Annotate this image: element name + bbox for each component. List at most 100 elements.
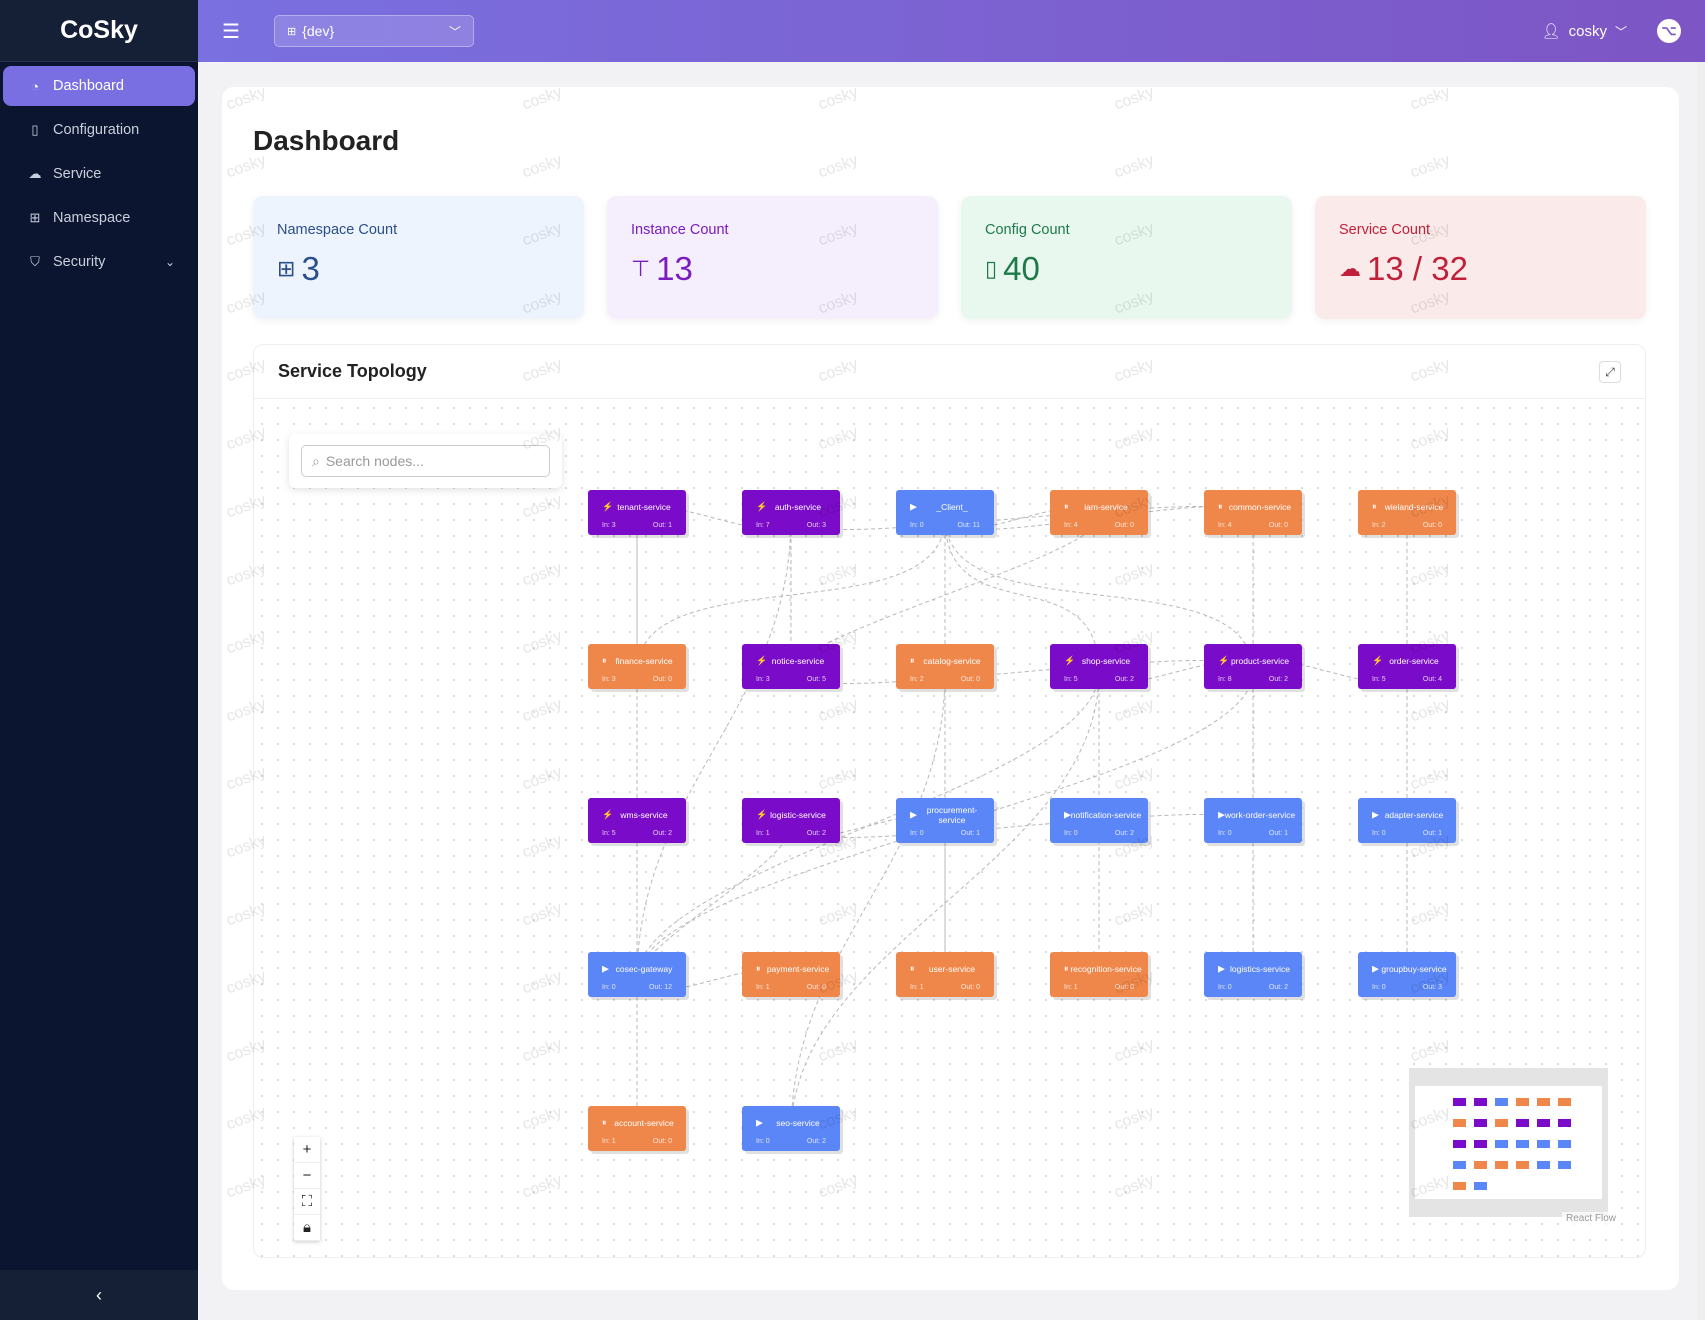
- bolt-icon: ⚡: [756, 809, 768, 820]
- minimap-node: [1453, 1161, 1466, 1169]
- topology-node[interactable]: ⚡ auth-service In: 7 Out: 3: [742, 490, 840, 535]
- minimap-node: [1516, 1161, 1529, 1169]
- node-in-count: In: 0: [1372, 830, 1386, 837]
- user-menu[interactable]: 👤︎ cosky ﹀: [1541, 22, 1627, 41]
- minimap-node: [1474, 1161, 1487, 1169]
- minimap-node: [1474, 1119, 1487, 1127]
- topology-node[interactable]: ⏸ wieland-service In: 2 Out: 0: [1358, 490, 1456, 535]
- topology-node[interactable]: ▶ adapter-service In: 0 Out: 1: [1358, 798, 1456, 843]
- node-in-count: In: 0: [1064, 830, 1078, 837]
- stat-label: Instance Count: [631, 222, 729, 238]
- topology-node[interactable]: ⚡ tenant-service In: 3 Out: 1: [588, 490, 686, 535]
- topology-node[interactable]: ⚡ wms-service In: 5 Out: 2: [588, 798, 686, 843]
- node-name: notice-service: [771, 656, 825, 666]
- topology-node[interactable]: ⚡ order-service In: 5 Out: 4: [1358, 644, 1456, 689]
- topology-node[interactable]: ▶ work-order-service In: 0 Out: 1: [1204, 798, 1302, 843]
- topology-node[interactable]: ▶ notification-service In: 0 Out: 2: [1050, 798, 1148, 843]
- namespace-select[interactable]: ⊞ {dev} ﹀: [274, 15, 474, 47]
- node-name: recognition-service: [1070, 964, 1142, 974]
- sidebar-item-security[interactable]: ⛉ Security ⌄: [3, 242, 195, 282]
- topology-node[interactable]: ⏸ user-service In: 1 Out: 0: [896, 952, 994, 997]
- topology-node[interactable]: ▶ seo-service In: 0 Out: 2: [742, 1106, 840, 1151]
- node-name: wieland-service: [1384, 502, 1444, 512]
- topology-node[interactable]: ▶ _Client_ In: 0 Out: 11: [896, 490, 994, 535]
- node-name: product-service: [1230, 656, 1290, 666]
- minimap-node: [1474, 1182, 1487, 1190]
- pause-icon: ⏸: [602, 655, 607, 666]
- node-out-count: Out: 2: [806, 1138, 826, 1145]
- github-icon[interactable]: ⌥: [1657, 19, 1681, 43]
- topology-node[interactable]: ⏸ iam-service In: 4 Out: 0: [1050, 490, 1148, 535]
- node-name: logistics-service: [1230, 964, 1290, 974]
- topology-node[interactable]: ⏸ common-service In: 4 Out: 0: [1204, 490, 1302, 535]
- page-title: Dashboard: [253, 125, 400, 156]
- fit-view-button[interactable]: ⛶: [294, 1189, 320, 1215]
- edge: [790, 671, 1100, 1135]
- node-out-count: Out: 0: [652, 1138, 672, 1145]
- topology-canvas[interactable]: ⌕ Search nodes... + − ⛶ 🔒︎ React Flow ⚡ te…: [254, 400, 1645, 1257]
- minimap-node: [1537, 1098, 1550, 1106]
- bolt-icon: ⚡: [756, 501, 768, 512]
- fullscreen-icon[interactable]: ⤢: [1599, 361, 1621, 383]
- node-name: adapter-service: [1384, 810, 1444, 820]
- node-name: cosec-gateway: [615, 964, 673, 974]
- edge: [636, 517, 946, 673]
- topology-node[interactable]: ▶ cosec-gateway In: 0 Out: 12: [588, 952, 686, 997]
- minimap[interactable]: [1409, 1068, 1608, 1217]
- node-out-count: Out: 4: [1422, 676, 1442, 683]
- minimap-node: [1537, 1161, 1550, 1169]
- node-in-count: In: 5: [602, 830, 616, 837]
- stat-label: Namespace Count: [277, 222, 398, 238]
- sidebar-item-dashboard[interactable]: ◔ Dashboard: [3, 66, 195, 106]
- node-out-count: Out: 1: [652, 522, 672, 529]
- file-icon: ▯: [985, 256, 998, 281]
- topology-node[interactable]: ⏸ payment-service In: 1 Out: 0: [742, 952, 840, 997]
- node-name: account-service: [614, 1118, 674, 1128]
- menu-fold-icon[interactable]: ☰: [222, 20, 240, 43]
- search-placeholder: Search nodes...: [325, 453, 424, 469]
- user-icon: 👤︎: [1541, 23, 1561, 40]
- node-name: common-service: [1228, 502, 1292, 512]
- chevron-down-icon: ﹀: [448, 24, 461, 39]
- zoom-in-button[interactable]: +: [294, 1137, 320, 1163]
- topology-node[interactable]: ⚡ logistic-service In: 1 Out: 2: [742, 798, 840, 843]
- chevron-down-icon: ⌄: [164, 255, 175, 269]
- topology-node[interactable]: ▶ logistics-service In: 0 Out: 2: [1204, 952, 1302, 997]
- minimap-node: [1558, 1140, 1571, 1148]
- lock-icon[interactable]: 🔒︎: [294, 1215, 320, 1241]
- cloud-server-icon: ☁: [28, 166, 42, 181]
- play-icon: ▶: [1218, 809, 1225, 820]
- topology-node[interactable]: ⏸ recognition-service In: 1 Out: 0: [1050, 952, 1148, 997]
- sidebar-collapse-button[interactable]: ‹: [0, 1270, 198, 1320]
- node-in-count: In: 0: [756, 1138, 770, 1145]
- node-out-count: Out: 2: [1114, 830, 1134, 837]
- topology-node[interactable]: ⏸ finance-service In: 3 Out: 0: [588, 644, 686, 689]
- scrollbar[interactable]: [1697, 62, 1705, 1320]
- sidebar-item-configuration[interactable]: ▯ Configuration: [3, 110, 195, 150]
- topology-node[interactable]: ⏸ account-service In: 1 Out: 0: [588, 1106, 686, 1151]
- topology-node[interactable]: ⚡ shop-service In: 5 Out: 2: [1050, 644, 1148, 689]
- play-icon: ▶: [910, 501, 917, 512]
- node-name: logistic-service: [770, 810, 826, 820]
- topology-node[interactable]: ▶ groupbuy-service In: 0 Out: 3: [1358, 952, 1456, 997]
- sidebar-item-service[interactable]: ☁ Service: [3, 154, 195, 194]
- minimap-node: [1537, 1119, 1550, 1127]
- bolt-icon: ⚡: [602, 809, 614, 820]
- react-flow-attribution[interactable]: React Flow: [1562, 1212, 1621, 1225]
- node-out-count: Out: 2: [1268, 984, 1288, 991]
- node-in-count: In: 2: [1372, 522, 1386, 529]
- sidebar-item-namespace[interactable]: ⊞ Namespace: [3, 198, 195, 238]
- search-nodes-input[interactable]: ⌕ Search nodes...: [301, 445, 550, 477]
- minimap-node: [1558, 1161, 1571, 1169]
- topology-node[interactable]: ⚡ notice-service In: 3 Out: 5: [742, 644, 840, 689]
- node-in-count: In: 0: [1372, 984, 1386, 991]
- play-icon: ▶: [910, 809, 917, 820]
- minimap-node: [1516, 1140, 1529, 1148]
- node-in-count: In: 1: [756, 984, 770, 991]
- topology-node[interactable]: ⚡ product-service In: 8 Out: 2: [1204, 644, 1302, 689]
- topology-node[interactable]: ▶ procurement-service In: 0 Out: 1: [896, 798, 994, 843]
- node-out-count: Out: 2: [1268, 676, 1288, 683]
- zoom-out-button[interactable]: −: [294, 1163, 320, 1189]
- topology-node[interactable]: ⏸ catalog-service In: 2 Out: 0: [896, 644, 994, 689]
- node-name: auth-service: [774, 502, 822, 512]
